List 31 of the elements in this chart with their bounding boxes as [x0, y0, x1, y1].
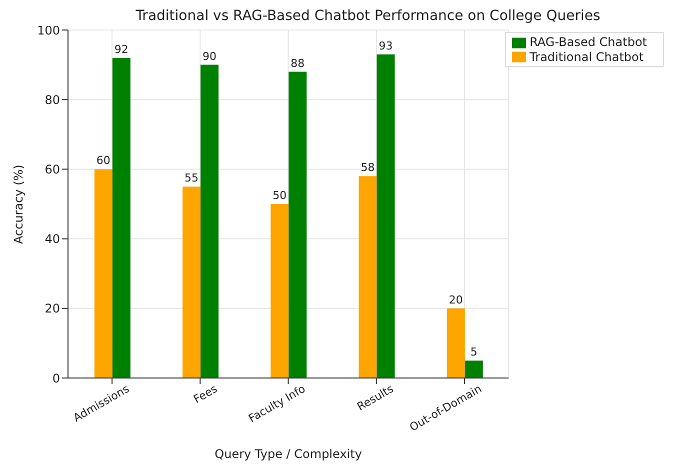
y-tick-label: 80 — [44, 92, 60, 107]
bar — [358, 176, 377, 378]
data-label: 55 — [184, 172, 199, 185]
bar — [94, 169, 112, 378]
bar — [288, 72, 307, 378]
bar — [182, 186, 201, 378]
data-label: 93 — [378, 39, 393, 52]
legend-label: Traditional Chatbot — [530, 50, 644, 64]
data-label: 92 — [114, 42, 128, 56]
data-label: 5 — [470, 346, 478, 359]
bar — [270, 204, 289, 378]
y-tick-label: 60 — [44, 162, 60, 176]
data-label: 90 — [202, 50, 217, 63]
y-tick-label: 20 — [44, 302, 60, 316]
y-tick-label: 40 — [44, 232, 60, 246]
data-label: 20 — [448, 293, 463, 306]
data-label: 58 — [360, 161, 375, 174]
bar — [112, 58, 130, 378]
data-label: 88 — [290, 56, 305, 70]
bar — [376, 54, 395, 378]
y-tick-label: 0 — [52, 371, 60, 386]
x-tick-label: Fees — [191, 382, 220, 406]
bar — [200, 64, 219, 378]
chart-title: Traditional vs RAG-Based Chatbot Performance on College Queries — [136, 8, 600, 24]
y-axis-title: Accuracy (%) — [11, 164, 26, 244]
bar — [446, 308, 465, 378]
bar — [464, 360, 483, 378]
legend-label: RAG-Based Chatbot — [530, 35, 647, 49]
x-axis-title: Query Type / Complexity — [214, 447, 362, 461]
data-label: 50 — [272, 189, 287, 202]
data-label: 60 — [96, 154, 110, 168]
